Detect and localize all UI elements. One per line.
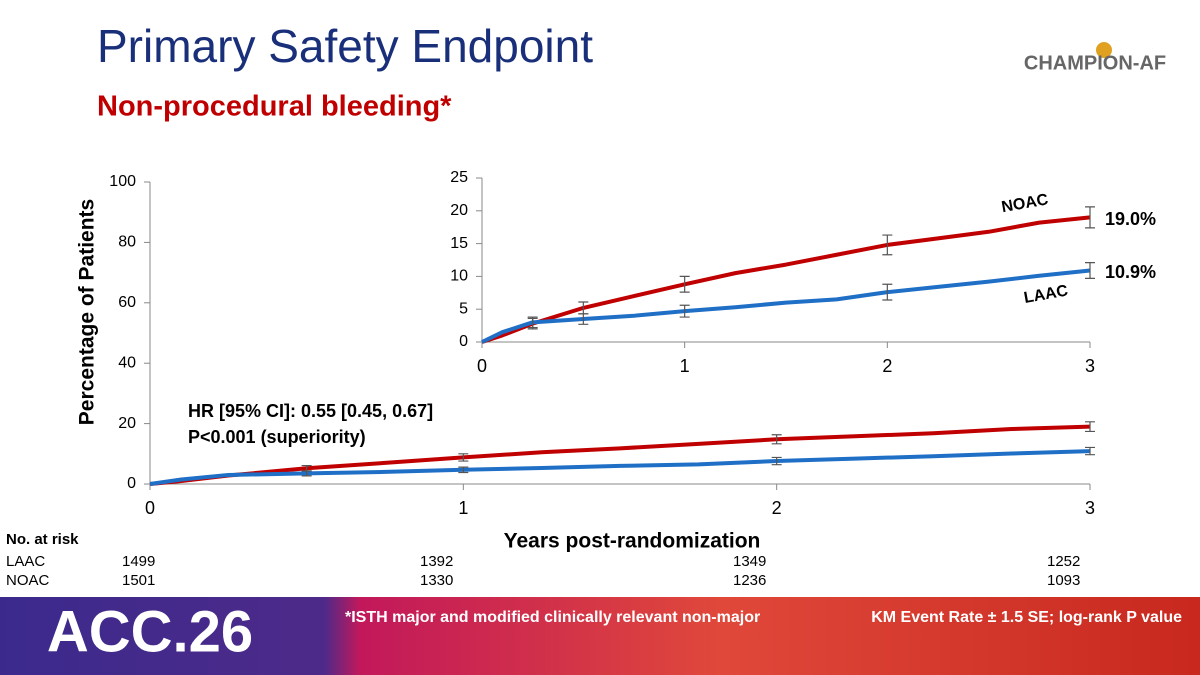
error-bar bbox=[1085, 206, 1095, 229]
y-tick-label: 100 bbox=[109, 173, 136, 190]
y-tick-label: 5 bbox=[459, 300, 468, 317]
footnote: *ISTH major and modified clinically rele… bbox=[345, 609, 760, 626]
x-tick-label: 1 bbox=[458, 498, 468, 518]
x-tick-label: 0 bbox=[145, 498, 155, 518]
y-tick-label: 0 bbox=[127, 475, 136, 492]
y-tick-label: 80 bbox=[118, 234, 136, 251]
y-axis-label: Percentage of Patients bbox=[76, 199, 99, 425]
x-tick-label: 2 bbox=[772, 498, 782, 518]
title: Primary Safety Endpoint bbox=[97, 20, 593, 72]
risk-table-title: No. at risk bbox=[6, 531, 79, 548]
x-tick-label: 3 bbox=[1085, 356, 1095, 376]
risk-count: 1252 bbox=[1047, 553, 1080, 570]
risk-count: 1392 bbox=[420, 553, 453, 570]
error-bar bbox=[1085, 262, 1095, 279]
risk-count: 1093 bbox=[1047, 572, 1080, 589]
y-tick-label: 25 bbox=[450, 169, 468, 186]
error-bar bbox=[301, 470, 312, 477]
logo: CHAMPION-AF bbox=[1024, 52, 1166, 74]
risk-count: 1330 bbox=[420, 572, 453, 589]
method-note: KM Event Rate ± 1.5 SE; log-rank P value bbox=[871, 609, 1182, 626]
y-tick-label: 0 bbox=[459, 333, 468, 350]
y-tick-label: 15 bbox=[450, 235, 468, 252]
risk-row-name: LAAC bbox=[6, 553, 45, 570]
x-tick-label: 2 bbox=[882, 356, 892, 376]
risk-count: 1499 bbox=[122, 553, 155, 570]
error-bar bbox=[527, 316, 538, 329]
x-axis-label: Years post-randomization bbox=[504, 530, 761, 553]
y-tick-label: 60 bbox=[118, 294, 136, 311]
logo-icon bbox=[1096, 42, 1112, 58]
error-bar bbox=[771, 434, 782, 445]
legend-label: LAAC bbox=[1023, 282, 1070, 307]
x-tick-label: 1 bbox=[680, 356, 690, 376]
error-bar bbox=[882, 283, 893, 301]
error-bar bbox=[458, 466, 469, 474]
series-line bbox=[481, 268, 1091, 344]
value-label: 10.9% bbox=[1105, 262, 1156, 282]
y-tick-label: 20 bbox=[118, 415, 136, 432]
annotation: HR [95% CI]: 0.55 [0.45, 0.67] bbox=[188, 401, 433, 421]
x-tick-label: 3 bbox=[1085, 498, 1095, 518]
series-line bbox=[149, 449, 1091, 486]
error-bar bbox=[679, 275, 690, 293]
error-bar bbox=[1085, 421, 1095, 433]
risk-row-name: NOAC bbox=[6, 572, 50, 589]
annotation: P<0.001 (superiority) bbox=[188, 427, 366, 447]
error-bar bbox=[882, 234, 893, 256]
y-tick-label: 40 bbox=[118, 354, 136, 371]
risk-count: 1349 bbox=[733, 553, 766, 570]
footer-band bbox=[0, 597, 1200, 675]
error-bar bbox=[771, 456, 782, 466]
y-tick-label: 20 bbox=[450, 202, 468, 219]
error-bar bbox=[679, 304, 690, 318]
risk-count: 1501 bbox=[122, 572, 155, 589]
y-tick-label: 10 bbox=[450, 268, 468, 285]
legend-label: NOAC bbox=[1000, 191, 1050, 216]
error-bar bbox=[1085, 446, 1095, 456]
value-label: 19.0% bbox=[1105, 209, 1156, 229]
error-bar bbox=[578, 313, 589, 325]
brand: ACC.26 bbox=[47, 599, 253, 664]
error-bar bbox=[458, 453, 469, 462]
subtitle: Non-procedural bleeding* bbox=[97, 91, 452, 123]
x-tick-label: 0 bbox=[477, 356, 487, 376]
risk-count: 1236 bbox=[733, 572, 766, 589]
